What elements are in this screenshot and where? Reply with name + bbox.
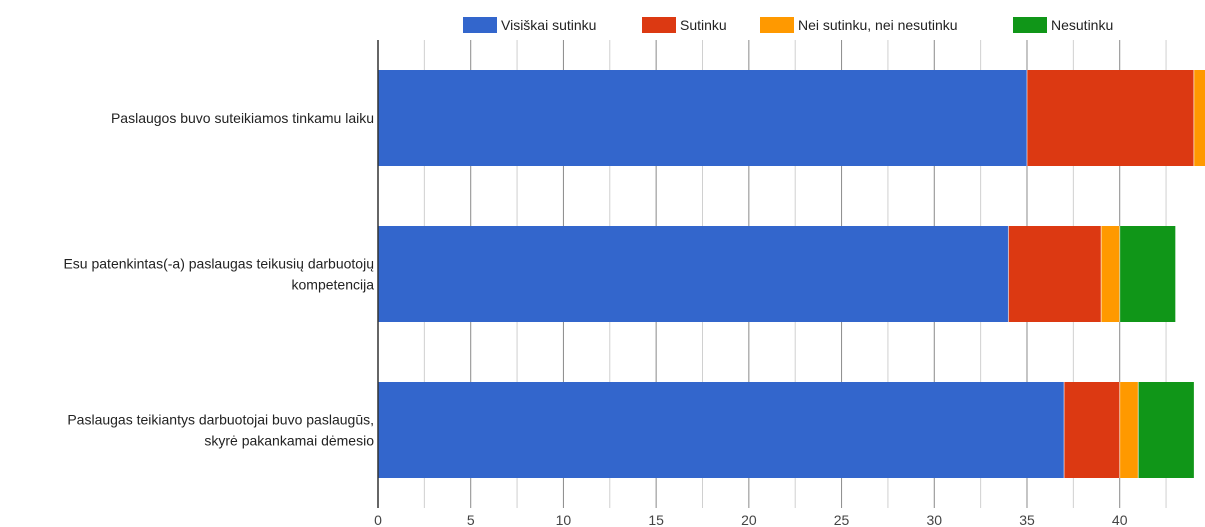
bar-segment-sutinku-1[interactable]	[1026, 70, 1194, 166]
bar-segment-nei-sutinku-nei-nesutinku-3[interactable]	[1119, 382, 1139, 478]
category-labels: Paslaugos buvo suteikiamos tinkamu laiku…	[63, 110, 374, 449]
legend: Visiškai sutinku Sutinku Nei sutinku, nei …	[463, 17, 1113, 33]
legend-swatch-nei-sutinku-nei-nesutinku[interactable]	[760, 17, 794, 33]
legend-label-nesutinku[interactable]: Nesutinku	[1051, 17, 1113, 33]
category-label-3-line-1: Paslaugas teikiantys darbuotojai buvo pa…	[67, 412, 374, 428]
bars	[378, 70, 1205, 478]
legend-label-visi-kai-sutinku[interactable]: Visiškai sutinku	[501, 17, 596, 33]
bar-segment-nei-sutinku-nei-nesutinku-2[interactable]	[1101, 226, 1120, 322]
bar-segment-nei-sutinku-nei-nesutinku-1[interactable]	[1193, 70, 1205, 166]
category-label-1-line-1: Paslaugos buvo suteikiamos tinkamu laiku	[111, 110, 374, 126]
bar-segment-visi-kai-sutinku-2[interactable]	[378, 226, 1009, 322]
legend-label-sutinku[interactable]: Sutinku	[680, 17, 727, 33]
x-tick-label-20: 20	[741, 512, 757, 527]
x-tick-label-5: 5	[467, 512, 475, 527]
bar-segment-nesutinku-2[interactable]	[1119, 226, 1176, 322]
x-tick-label-10: 10	[556, 512, 572, 527]
x-tick-label-0: 0	[374, 512, 382, 527]
category-label-2-line-1: Esu patenkintas(-a) paslaugas teikusių d…	[63, 256, 374, 272]
x-tick-label-35: 35	[1019, 512, 1035, 527]
bar-segment-visi-kai-sutinku-3[interactable]	[378, 382, 1065, 478]
category-label-2-line-2: kompetencija	[292, 277, 375, 293]
legend-swatch-visi-kai-sutinku[interactable]	[463, 17, 497, 33]
bar-segment-visi-kai-sutinku-1[interactable]	[378, 70, 1027, 166]
x-tick-label-25: 25	[834, 512, 850, 527]
category-label-3-line-2: skyrė pakankamai dėmesio	[204, 433, 374, 449]
bar-segment-sutinku-2[interactable]	[1008, 226, 1102, 322]
bar-segment-sutinku-3[interactable]	[1064, 382, 1120, 478]
x-tick-label-40: 40	[1112, 512, 1128, 527]
x-tick-labels: 0 5 10 15 20 25 30 35 40	[374, 512, 1128, 527]
bar-segment-nesutinku-3[interactable]	[1138, 382, 1194, 478]
legend-swatch-sutinku[interactable]	[642, 17, 676, 33]
legend-swatch-nesutinku[interactable]	[1013, 17, 1047, 33]
x-tick-label-15: 15	[648, 512, 664, 527]
legend-label-nei-sutinku-nei-nesutinku[interactable]: Nei sutinku, nei nesutinku	[798, 17, 958, 33]
x-tick-label-30: 30	[926, 512, 942, 527]
